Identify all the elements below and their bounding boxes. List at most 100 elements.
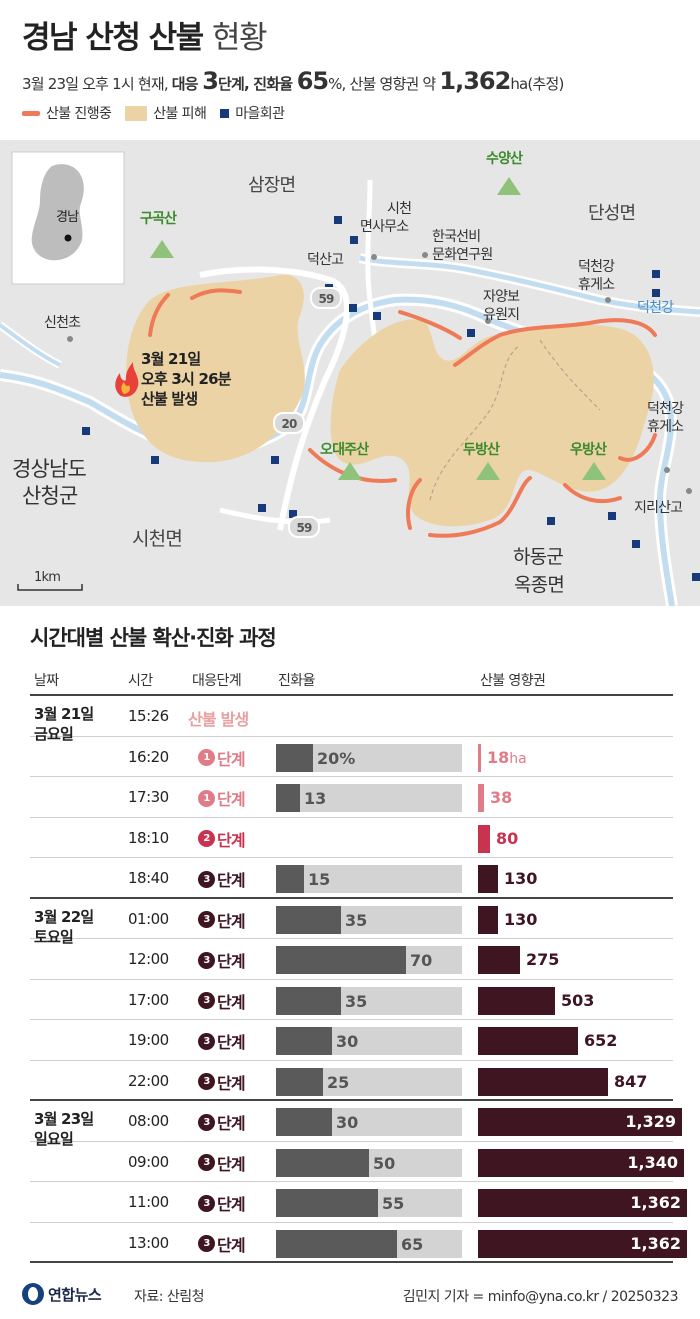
area-value: 503 xyxy=(561,990,595,1010)
containment-bar xyxy=(276,865,304,893)
mountain-icon xyxy=(338,462,362,480)
road-shield xyxy=(273,412,305,434)
region-label: 옥종면 xyxy=(514,574,564,596)
area-value: 1,340 xyxy=(627,1152,678,1172)
containment-label: 35 xyxy=(345,910,368,930)
place-label: 유원지 xyxy=(483,307,519,323)
area-label: 1,340 xyxy=(627,1153,678,1172)
legend-label-burned: 산불 피해 xyxy=(153,106,207,122)
header-stage: 대응단계 xyxy=(192,673,242,689)
header: 경남 산청 산불 현황 3월 23일 오후 1시 현재, 대응 3단계, 진화율… xyxy=(22,18,682,123)
area-value: 652 xyxy=(584,1031,618,1050)
stage-unit: 단계 xyxy=(217,1073,246,1093)
area-label: 18ha xyxy=(487,748,527,767)
area-value: 38 xyxy=(490,788,513,807)
table-row: 16:20 1 단계 20% 18ha xyxy=(30,736,673,777)
table-row: 17:30 1 단계 13 38 xyxy=(30,777,673,818)
column-divider xyxy=(472,1222,478,1261)
table-body: 3월 21일 금요일 15:26 산불 발생 16:20 1 단계 20% 18ha 17:30 1… xyxy=(30,696,687,1263)
place-label: 휴게소 xyxy=(647,419,684,435)
inset-marker xyxy=(64,234,72,242)
subtitle-area-label: 산불 영향권 약 xyxy=(349,75,440,93)
containment-label: 20% xyxy=(317,748,356,768)
containment-bar xyxy=(276,905,341,934)
source-text: 자료: 산림청 xyxy=(134,1289,205,1305)
place-label: 시천 xyxy=(387,201,411,217)
river-label: 덕천강 xyxy=(637,300,674,316)
mountain-label: 구곡산 xyxy=(140,210,177,227)
table-header: 날짜 시간 대응단계 진화율 산불 영향권 xyxy=(30,664,673,696)
table-row: 19:00 3 단계 30 652 xyxy=(30,1020,673,1061)
containment-label: 35 xyxy=(345,991,368,1011)
stage-number-badge: 3 xyxy=(198,992,215,1009)
inset-label: 경남 xyxy=(56,210,79,225)
area-bar xyxy=(478,1067,608,1096)
place-label: 지리산고 xyxy=(634,500,683,516)
column-divider xyxy=(472,736,478,776)
subtitle-level-value: 3 xyxy=(202,67,219,95)
fire-icon xyxy=(115,362,139,397)
stage-number-badge: 3 xyxy=(198,911,215,928)
area-bar xyxy=(478,784,484,812)
row-date-day: 3월 22일 xyxy=(34,907,94,926)
column-divider xyxy=(472,1101,478,1141)
containment-bar-track: 30 xyxy=(276,1027,462,1055)
containment-bar-track: 20% xyxy=(276,743,462,772)
place-label: 덕천강 xyxy=(578,259,615,275)
area-label: 1,362 xyxy=(630,1193,681,1212)
row-stage: 3 단계 xyxy=(198,948,246,972)
road-number: 59 xyxy=(318,292,334,306)
row-time: 11:00 xyxy=(128,1193,169,1211)
table-row: 11:00 3 단계 55 1,362 xyxy=(30,1182,687,1223)
area-value: 1,329 xyxy=(625,1112,676,1131)
place-dot xyxy=(422,252,428,258)
column-divider xyxy=(472,1060,478,1099)
containment-bar xyxy=(276,946,406,974)
scale-label: 1km xyxy=(34,570,60,585)
area-value: 130 xyxy=(504,909,538,929)
stage-unit: 단계 xyxy=(217,790,246,809)
column-divider xyxy=(472,696,478,736)
area-label: 38 xyxy=(490,788,512,807)
table-row: 22:00 3 단계 25 847 xyxy=(30,1060,673,1101)
row-date-day: 3월 23일 xyxy=(34,1110,94,1128)
containment-label: 30 xyxy=(336,1032,359,1051)
containment-bar xyxy=(276,1027,332,1055)
header-time: 시간 xyxy=(128,673,153,689)
containment-bar-track: 35 xyxy=(276,905,462,934)
containment-bar-track: 15 xyxy=(276,865,462,893)
region-label: 경상남도 xyxy=(12,457,87,481)
containment-bar-track: 55 xyxy=(276,1189,462,1217)
area-label: 130 xyxy=(504,910,537,929)
road-number: 20 xyxy=(281,417,297,431)
legend-item-village-hall: 마을회관 xyxy=(220,103,285,123)
mountain-label: 우방산 xyxy=(570,441,607,458)
area-value: 18 xyxy=(487,747,510,767)
row-date: 3월 23일 일요일 xyxy=(34,1109,94,1149)
area-value: 1,362 xyxy=(630,1193,681,1212)
row-time: 08:00 xyxy=(128,1112,169,1130)
column-divider xyxy=(472,858,478,897)
area-bar xyxy=(478,1229,687,1258)
row-stage: 1 단계 xyxy=(198,746,246,770)
area-value: 1,362 xyxy=(630,1233,681,1253)
area-value: 275 xyxy=(526,950,560,969)
table-row: 12:00 3 단계 70 275 xyxy=(30,939,673,980)
stage-unit: 단계 xyxy=(217,1114,246,1133)
row-stage: 2 단계 xyxy=(198,827,246,851)
ignition-label: 산불 발생 xyxy=(141,390,197,408)
area-label: 847 xyxy=(614,1072,647,1091)
containment-bar-track: 13 xyxy=(276,784,462,812)
row-time: 15:26 xyxy=(128,707,169,725)
table-row: 09:00 3 단계 50 1,340 xyxy=(30,1141,684,1182)
row-time: 22:00 xyxy=(128,1071,169,1090)
mountain-icon xyxy=(150,240,174,258)
row-date-weekday: 토요일 xyxy=(34,927,74,946)
containment-label: 25 xyxy=(327,1072,350,1092)
page-title: 경남 산청 산불 현황 xyxy=(22,18,682,58)
subtitle-area-unit: ha(추정) xyxy=(510,75,564,93)
stage-unit: 단계 xyxy=(217,1154,246,1174)
area-bar xyxy=(478,1027,578,1055)
stage-number-badge: 3 xyxy=(198,1113,215,1131)
containment-label: 30 xyxy=(336,1113,359,1132)
